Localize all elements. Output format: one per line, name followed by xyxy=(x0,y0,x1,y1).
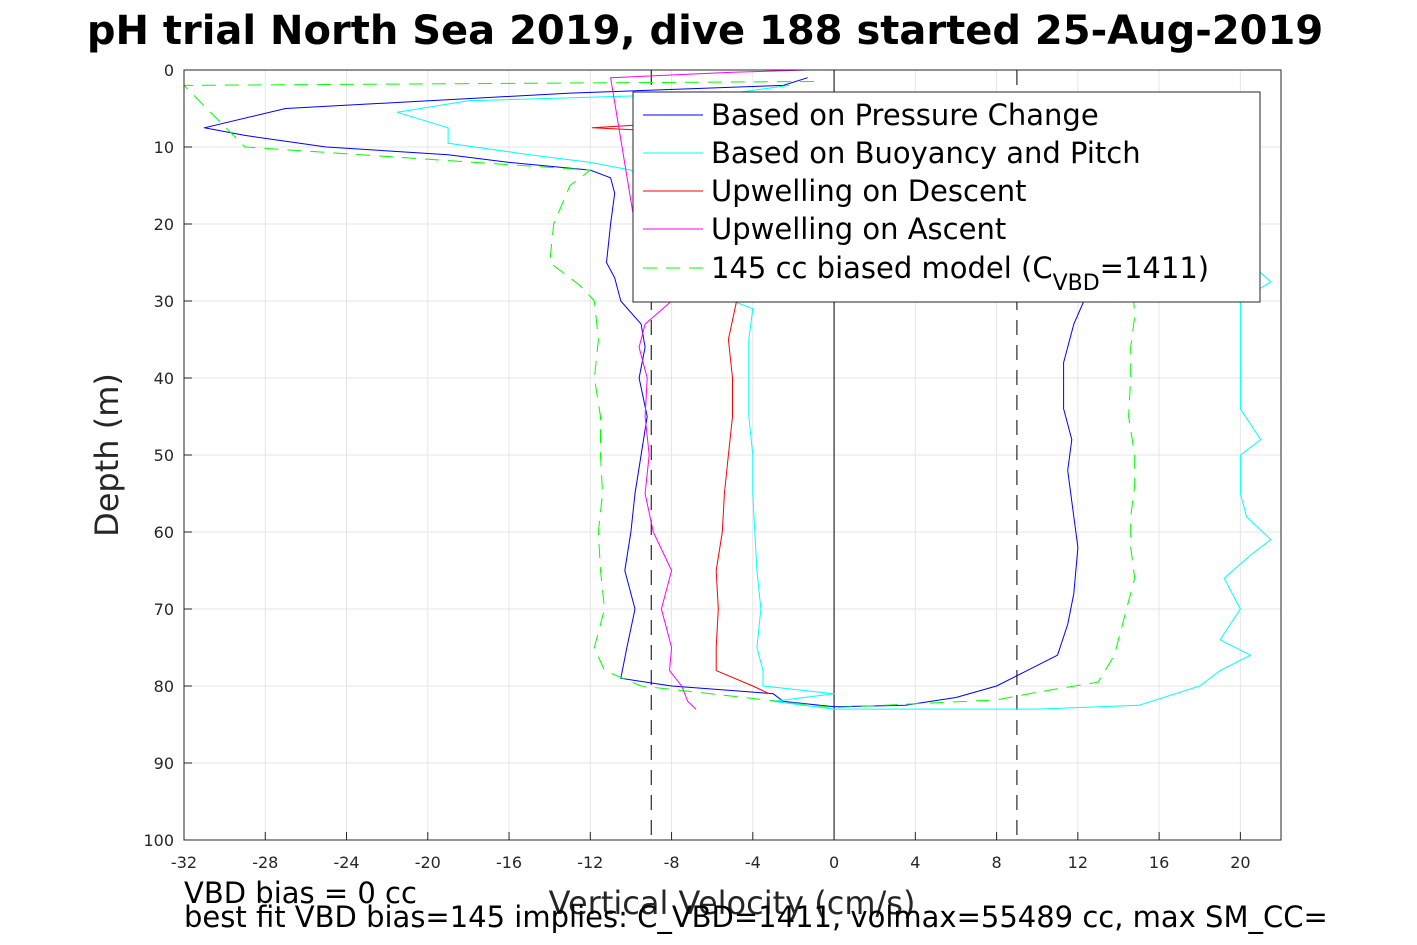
series-line-model xyxy=(184,81,1136,709)
y-tick-label: 90 xyxy=(154,754,174,773)
series-line-buoyancy xyxy=(396,84,1272,710)
legend-model-sub: VBD xyxy=(1053,271,1100,296)
y-tick-label: 100 xyxy=(143,831,174,850)
y-tick-label: 40 xyxy=(154,369,174,388)
x-tick-label: -20 xyxy=(415,853,441,872)
x-tick-label: 0 xyxy=(829,853,839,872)
y-axis-label: Depth (m) xyxy=(88,373,126,537)
x-tick-label: 12 xyxy=(1068,853,1088,872)
legend-label-up-descent: Upwelling on Descent xyxy=(711,174,1027,208)
x-tick-label: -28 xyxy=(252,853,278,872)
x-tick-label: -16 xyxy=(496,853,522,872)
note-best-fit: best fit VBD bias=145 implies: C_VBD=141… xyxy=(184,900,1328,934)
legend-label-up-ascent: Upwelling on Ascent xyxy=(711,212,1006,246)
y-tick-label: 50 xyxy=(154,446,174,465)
legend-label-model: 145 cc biased model (CVBD=1411) xyxy=(711,251,1209,296)
x-tick-label: 8 xyxy=(991,853,1001,872)
ticks: -32 -28 -24 -20 -16 -12 -8 -4 0 4 8 12 16 20 0 10 20 30 40… xyxy=(143,61,1250,872)
chart-title: pH trial North Sea 2019, dive 188 starte… xyxy=(87,8,1323,54)
legend-box xyxy=(632,91,1261,303)
x-tick-label: -8 xyxy=(664,853,680,872)
note-vbd-bias: VBD bias = 0 cc xyxy=(184,876,417,910)
series-line-pressure xyxy=(203,77,1089,708)
legend-label-pressure: Based on Pressure Change xyxy=(711,98,1099,132)
y-tick-label: 0 xyxy=(164,61,174,80)
y-tick-label: 60 xyxy=(154,523,174,542)
x-tick-label: 16 xyxy=(1149,853,1169,872)
x-tick-label: 20 xyxy=(1230,853,1250,872)
x-tick-label: -32 xyxy=(171,853,197,872)
y-tick-label: 30 xyxy=(154,292,174,311)
x-tick-label: 4 xyxy=(910,853,920,872)
legend-model-prefix: 145 cc biased model (C xyxy=(711,251,1053,285)
y-tick-label: 80 xyxy=(154,677,174,696)
x-tick-label: -4 xyxy=(745,853,761,872)
y-tick-label: 20 xyxy=(154,215,174,234)
x-tick-label: -12 xyxy=(577,853,603,872)
legend: Based on Pressure Change Based on Buoyan… xyxy=(632,91,1261,303)
x-tick-label: -24 xyxy=(333,853,359,872)
legend-label-buoyancy: Based on Buoyancy and Pitch xyxy=(711,136,1141,170)
y-tick-label: 70 xyxy=(154,600,174,619)
legend-model-suffix: =1411) xyxy=(1100,251,1209,285)
x-axis-label: Vertical Velocity (cm/s) xyxy=(549,884,916,922)
y-tick-label: 10 xyxy=(154,138,174,157)
